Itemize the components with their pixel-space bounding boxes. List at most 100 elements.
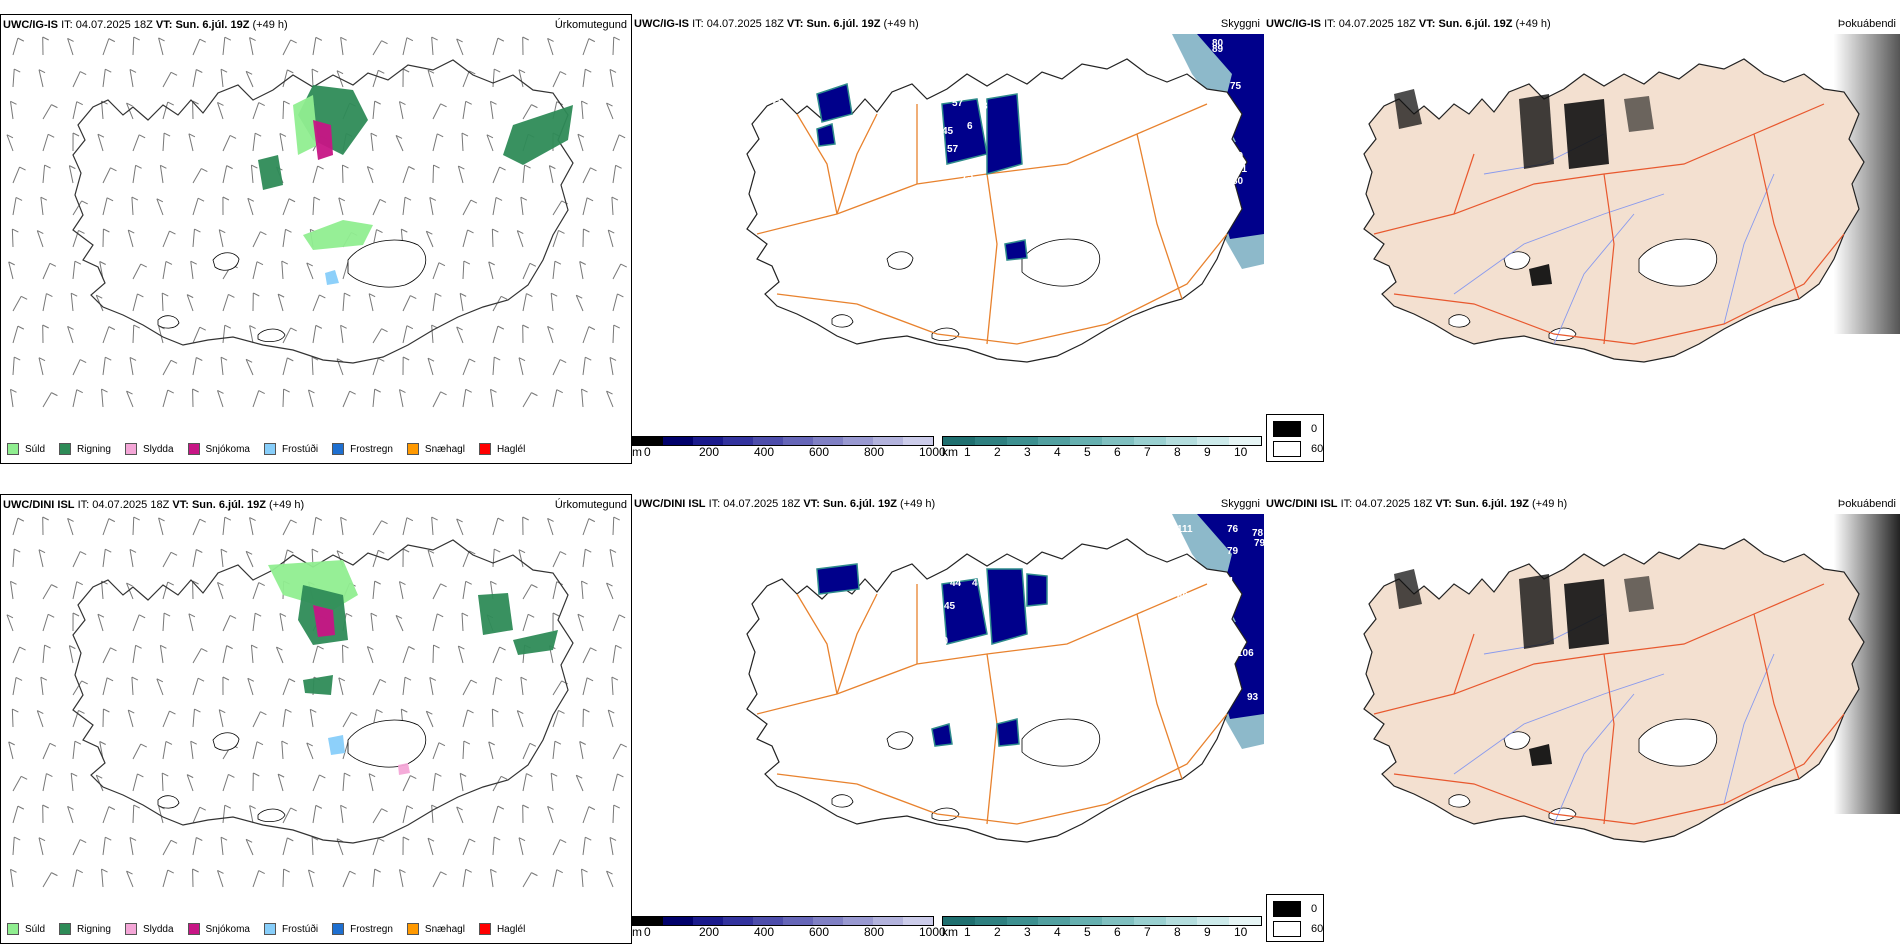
colorbar-tick: 8 <box>1174 925 1181 939</box>
wind-barb-flag <box>128 229 135 234</box>
visibility-value-label: 49 <box>782 122 794 133</box>
wind-barb-flag <box>254 132 262 137</box>
visibility-value-label: 69 <box>780 568 792 579</box>
wind-barb-flag <box>67 325 74 330</box>
wind-barb <box>522 872 532 888</box>
panel-title: Úrkomutegund <box>554 499 627 511</box>
wind-barb-flag <box>315 516 323 521</box>
wind-barb-flag <box>167 101 174 106</box>
legend-swatch <box>263 923 276 935</box>
wind-barb <box>132 773 138 792</box>
wind-barb <box>72 359 81 376</box>
wind-barb-flag <box>47 133 55 138</box>
legend-label: Haglél <box>496 923 526 935</box>
wind-barb <box>192 198 199 216</box>
wind-barb-flag <box>609 356 617 361</box>
wind-barb-flag <box>499 166 506 171</box>
wind-barb-flag <box>126 102 133 107</box>
colorbar-segment <box>693 917 723 925</box>
legend-item-súld: Súld <box>7 443 45 455</box>
wind-barb <box>492 69 495 88</box>
wind-barb-flag <box>42 516 49 521</box>
colorbar-tick: 1 <box>964 445 971 459</box>
wind-barb-flag <box>435 772 442 777</box>
low-visibility-cell <box>816 563 860 595</box>
wind-barb <box>245 71 254 88</box>
precip-area <box>293 95 318 155</box>
wind-barb-flag <box>74 260 82 265</box>
wind-barb <box>312 37 317 56</box>
wind-barb-flag <box>38 69 46 74</box>
wind-barb-flag <box>531 584 538 589</box>
wind-barb-flag <box>522 324 529 329</box>
iceland-outline <box>72 539 574 844</box>
wind-barb <box>552 389 558 408</box>
wind-barb-flag <box>254 612 262 617</box>
wind-barb <box>129 69 134 88</box>
wind-barb-flag <box>559 71 567 75</box>
wind-barb-flag <box>433 164 440 169</box>
wind-barb <box>161 773 164 792</box>
wind-barb <box>282 869 285 888</box>
wind-barb-flag <box>456 38 463 43</box>
visibility-value-label: 52 <box>922 614 934 625</box>
wind-barb-flag <box>559 359 567 363</box>
wind-barb-flag <box>256 741 264 746</box>
wind-barb <box>607 709 614 728</box>
wind-barb <box>222 165 228 184</box>
low-visibility-cell <box>816 123 836 147</box>
wind-barb-flag <box>19 166 26 171</box>
wind-barb <box>192 39 201 56</box>
wind-barb-flag <box>618 134 626 139</box>
colorbar-tick: 2 <box>994 445 1001 459</box>
wind-barb-flag <box>260 711 267 716</box>
wind-barb-flag <box>490 388 497 393</box>
wind-barb-flag <box>379 678 387 683</box>
visibility-value-label: 89 <box>1177 591 1189 602</box>
wind-barb <box>491 709 494 728</box>
road <box>1453 153 1475 215</box>
wind-barb <box>402 775 411 792</box>
wind-barb <box>372 101 376 120</box>
wind-barb-flag <box>126 870 133 875</box>
wind-barb <box>252 741 258 760</box>
wind-barb-flag <box>256 261 264 266</box>
wind-barb-flag <box>167 389 174 394</box>
wind-barb-flag <box>374 580 381 585</box>
wind-barb-flag <box>217 390 224 394</box>
wind-barb <box>72 200 83 216</box>
wind-barb <box>607 229 614 248</box>
wind-barb <box>427 550 434 568</box>
wind-barb <box>101 389 104 408</box>
wind-barb <box>402 646 410 664</box>
wind-barb-flag <box>402 836 410 841</box>
wind-barb <box>245 839 254 856</box>
panel-header: UWC/DINI ISL IT: 04.07.2025 18Z VT: Sun.… <box>3 499 305 511</box>
wind-barb <box>462 679 472 696</box>
wind-barb <box>462 581 467 600</box>
road <box>1603 173 1615 345</box>
colorbar-tick: 4 <box>1054 445 1061 459</box>
wind-barb <box>12 776 22 792</box>
wind-barb <box>398 869 404 888</box>
wind-barb-flag <box>488 261 495 266</box>
wind-barb <box>282 39 292 56</box>
wind-barb <box>432 103 442 120</box>
wind-barb <box>609 69 614 88</box>
legend-item-snjókoma: Snjókoma <box>187 443 250 455</box>
legend-swatch <box>187 443 200 455</box>
visibility-value-label: 55 <box>902 156 914 167</box>
wind-barb-flag <box>51 872 58 877</box>
glacier-outline <box>1548 807 1577 822</box>
wind-barb <box>552 200 563 216</box>
wind-barb <box>36 710 44 728</box>
wind-barb-flag <box>317 645 324 650</box>
glacier-outline <box>157 315 180 329</box>
visibility-panel-row1: UWC/IG-IS IT: 04.07.2025 18Z VT: Sun. 6.… <box>632 14 1264 464</box>
fog-legend-min: 0 <box>1311 423 1318 435</box>
wind-barb-flag <box>459 772 467 777</box>
wind-barb <box>102 837 106 856</box>
wind-barb-flag <box>247 197 255 202</box>
precip-area <box>513 630 558 655</box>
wind-barb-flag <box>51 584 58 589</box>
